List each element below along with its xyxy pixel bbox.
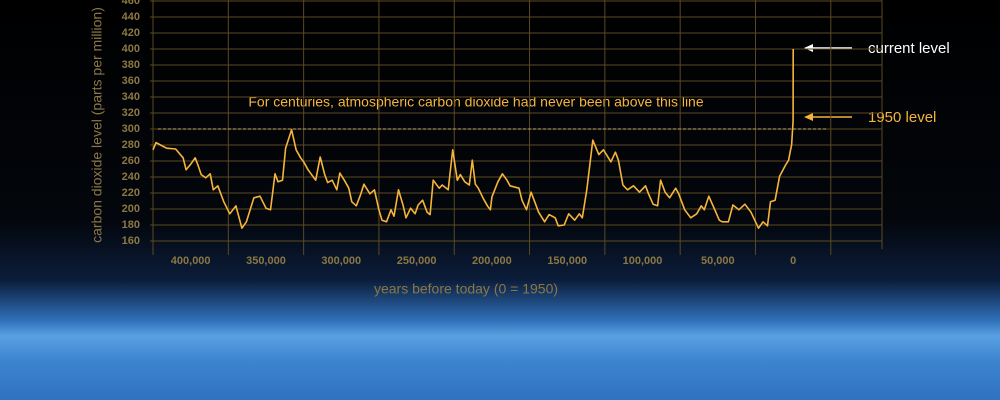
y-tick-label: 160 <box>122 235 140 247</box>
annotation: current level <box>868 40 950 57</box>
arrow-head <box>804 44 813 52</box>
x-axis-title: years before today (0 = 1950) <box>374 281 558 297</box>
y-tick-label: 340 <box>122 91 140 103</box>
y-axis-title: carbon dioxide level (parts per million) <box>89 7 105 243</box>
y-tick-label: 360 <box>122 75 140 87</box>
y-tick-label: 220 <box>122 187 140 199</box>
x-tick-label: 300,000 <box>321 255 361 267</box>
y-tick-label: 180 <box>122 219 140 231</box>
annotation: 1950 level <box>868 109 936 126</box>
x-tick-label: 0 <box>790 255 796 267</box>
y-tick-label: 320 <box>122 107 140 119</box>
x-tick-label: 350,000 <box>246 255 286 267</box>
y-tick-label: 260 <box>122 155 140 167</box>
annotation: For centuries, atmospheric carbon dioxid… <box>248 94 703 110</box>
y-tick-label: 440 <box>122 11 140 23</box>
y-tick-label: 240 <box>122 171 140 183</box>
y-tick-label: 300 <box>122 123 140 135</box>
x-tick-label: 400,000 <box>171 255 211 267</box>
y-tick-label: 380 <box>122 59 140 71</box>
x-tick-label: 50,000 <box>701 255 735 267</box>
arrow-head <box>804 113 813 121</box>
y-tick-label: 200 <box>122 203 140 215</box>
y-tick-label: 400 <box>122 43 140 55</box>
x-tick-label: 200,000 <box>472 255 512 267</box>
y-tick-label: 460 <box>122 0 140 7</box>
x-tick-label: 250,000 <box>397 255 437 267</box>
y-tick-label: 280 <box>122 139 140 151</box>
y-tick-label: 420 <box>122 27 140 39</box>
x-tick-label: 100,000 <box>623 255 663 267</box>
co2-line <box>152 48 794 229</box>
x-tick-label: 150,000 <box>547 255 587 267</box>
